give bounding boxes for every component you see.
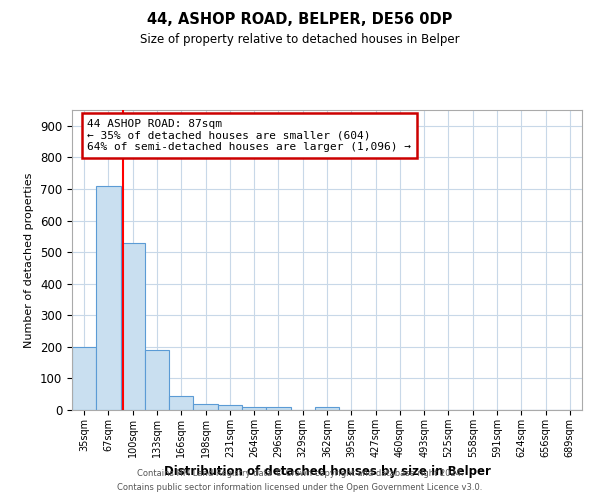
Bar [315, 408, 339, 410]
Text: Contains public sector information licensed under the Open Government Licence v3: Contains public sector information licen… [118, 484, 482, 492]
Bar [121, 242, 145, 410]
X-axis label: Distribution of detached houses by size in Belper: Distribution of detached houses by size … [164, 466, 490, 478]
Bar [218, 406, 242, 410]
Bar [72, 347, 96, 410]
Text: Contains HM Land Registry data © Crown copyright and database right 2024.: Contains HM Land Registry data © Crown c… [137, 468, 463, 477]
Text: 44 ASHOP ROAD: 87sqm
← 35% of detached houses are smaller (604)
64% of semi-deta: 44 ASHOP ROAD: 87sqm ← 35% of detached h… [88, 119, 412, 152]
Bar [266, 408, 290, 410]
Bar [169, 396, 193, 410]
Text: 44, ASHOP ROAD, BELPER, DE56 0DP: 44, ASHOP ROAD, BELPER, DE56 0DP [148, 12, 452, 28]
Bar [145, 350, 169, 410]
Text: Size of property relative to detached houses in Belper: Size of property relative to detached ho… [140, 32, 460, 46]
Bar [193, 404, 218, 410]
Bar [96, 186, 121, 410]
Y-axis label: Number of detached properties: Number of detached properties [25, 172, 34, 348]
Bar [242, 407, 266, 410]
